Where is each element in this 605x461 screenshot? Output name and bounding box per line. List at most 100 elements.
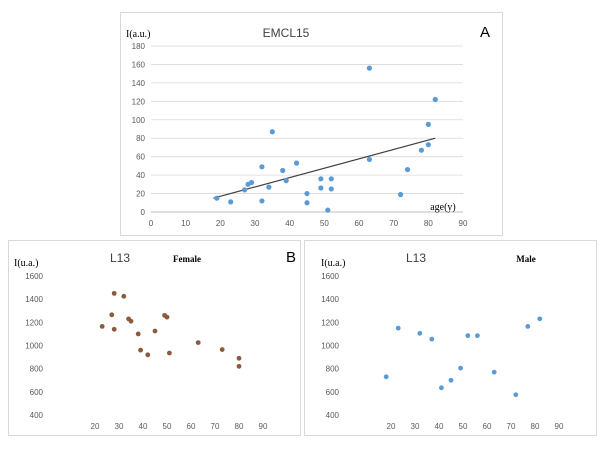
y-tick-label-a-6: 120 <box>132 97 146 106</box>
data-point-b-15 <box>219 347 225 352</box>
chart-subtitle-c: Male <box>516 254 536 264</box>
data-point-c-0 <box>383 374 389 380</box>
y-tick-label-c-2: 800 <box>326 365 340 374</box>
x-tick-label-c-1: 30 <box>411 422 420 431</box>
data-point-a-12 <box>304 190 310 197</box>
x-tick-label-a-4: 40 <box>285 219 294 228</box>
x-axis-label-a: age(y) <box>430 202 456 213</box>
data-point-a-5 <box>259 164 265 170</box>
y-tick-label-a-1: 20 <box>136 190 145 199</box>
y-tick-label-b-4: 1200 <box>25 318 43 327</box>
chart-panel-c: 400 600 800 1000 1200 1400 1600 20 30 40 50 60 70 80 9… <box>304 240 597 436</box>
data-point-a-24 <box>425 121 431 127</box>
data-point-a-26 <box>432 96 438 103</box>
data-point-c-8 <box>475 333 480 339</box>
data-point-c-10 <box>513 392 519 398</box>
chart-title-a: EMCL15 <box>263 26 310 40</box>
x-tick-label-b-7: 90 <box>259 422 268 431</box>
y-tick-label-b-0: 400 <box>30 411 44 420</box>
data-point-c-6 <box>458 365 463 371</box>
data-point-c-4 <box>439 385 444 391</box>
x-tick-label-c-3: 50 <box>459 422 468 431</box>
x-tick-label-b-2: 40 <box>139 422 148 431</box>
data-point-a-6 <box>259 198 265 204</box>
y-tick-label-a-8: 160 <box>132 60 146 69</box>
y-axis-label-b: I(u.a.) <box>14 258 38 269</box>
data-point-b-17 <box>236 363 242 369</box>
data-point-a-23 <box>418 147 424 153</box>
panel-letter-b: B <box>286 249 296 266</box>
x-tick-label-c-4: 60 <box>483 422 492 431</box>
data-point-a-2 <box>242 187 248 193</box>
data-point-b-14 <box>195 340 201 346</box>
data-point-a-20 <box>366 156 372 163</box>
data-point-a-10 <box>283 178 289 184</box>
x-tick-label-a-2: 20 <box>216 219 225 228</box>
data-point-b-3 <box>111 326 117 332</box>
data-point-b-2 <box>111 290 117 296</box>
y-tick-label-a-2: 40 <box>136 171 145 180</box>
x-tick-label-a-0: 0 <box>149 219 154 228</box>
chart-a-svg: 0 20 40 60 80 100 120 140 160 180 0 10 20 30 40 50 60 70 8… <box>126 24 490 228</box>
data-point-b-9 <box>145 352 151 358</box>
y-tick-label-a-9: 180 <box>132 42 146 51</box>
y-tick-label-b-3: 1000 <box>25 342 43 351</box>
data-point-a-15 <box>318 185 324 191</box>
y-tick-label-b-6: 1600 <box>25 272 43 281</box>
y-tick-label-a-5: 100 <box>132 116 146 125</box>
chart-panel-a: 0 20 40 60 80 100 120 140 160 180 0 10 20 30 40 50 60 70 8… <box>120 12 503 236</box>
data-point-c-1 <box>395 325 401 331</box>
data-point-a-14 <box>318 176 324 182</box>
y-tick-label-c-4: 1200 <box>321 318 339 327</box>
data-point-c-5 <box>448 377 454 383</box>
x-tick-label-b-5: 70 <box>211 422 220 431</box>
x-tick-label-a-7: 70 <box>389 219 398 228</box>
data-point-b-10 <box>152 328 158 334</box>
y-tick-label-a-0: 0 <box>141 208 146 217</box>
data-point-a-1 <box>228 199 234 205</box>
chart-panel-b: 400 600 800 1000 1200 1400 1600 20 30 40 50 60 70 80 9… <box>8 240 301 436</box>
y-tick-label-a-4: 80 <box>136 134 145 143</box>
data-point-c-9 <box>491 369 497 375</box>
data-point-c-11 <box>525 323 531 329</box>
trendline-a <box>213 137 436 199</box>
x-tick-label-a-3: 30 <box>251 219 260 228</box>
chart-subtitle-b: Female <box>173 254 201 264</box>
data-point-b-16 <box>236 355 242 361</box>
data-point-c-12 <box>537 316 543 322</box>
chart-title-b: L13 <box>110 251 130 265</box>
data-point-b-7 <box>135 331 141 337</box>
x-tick-label-b-4: 60 <box>187 422 196 431</box>
x-tick-label-c-7: 90 <box>555 422 564 431</box>
data-point-a-0 <box>214 195 220 201</box>
data-point-b-13 <box>167 350 172 356</box>
x-tick-label-c-5: 70 <box>507 422 516 431</box>
y-tick-label-b-1: 600 <box>30 388 44 397</box>
x-tick-label-c-0: 20 <box>387 422 396 431</box>
data-point-a-21 <box>398 191 404 198</box>
data-point-c-7 <box>465 333 471 339</box>
data-point-a-17 <box>328 176 334 182</box>
chart-c-svg: 400 600 800 1000 1200 1400 1600 20 30 40 50 60 70 80 9… <box>321 251 564 431</box>
x-tick-label-a-5: 50 <box>320 219 329 228</box>
y-tick-label-c-0: 400 <box>326 411 340 420</box>
data-point-a-19 <box>366 65 372 71</box>
x-tick-label-a-6: 60 <box>355 219 364 228</box>
data-point-b-4 <box>121 293 127 299</box>
y-tick-label-a-7: 140 <box>132 79 146 88</box>
y-tick-label-c-1: 600 <box>326 388 340 397</box>
data-point-b-0 <box>99 323 105 329</box>
x-tick-label-a-1: 10 <box>181 219 190 228</box>
x-tick-label-c-6: 80 <box>531 422 540 431</box>
data-point-a-18 <box>328 186 334 192</box>
data-point-b-12 <box>164 314 170 320</box>
x-tick-label-c-2: 40 <box>435 422 444 431</box>
panel-letter-a: A <box>480 24 490 41</box>
x-tick-label-a-9: 90 <box>459 219 468 228</box>
x-tick-label-b-6: 80 <box>235 422 244 431</box>
y-tick-label-c-5: 1400 <box>321 295 339 304</box>
data-point-a-25 <box>425 142 431 148</box>
data-point-a-22 <box>404 166 411 173</box>
y-axis-label-c: I(u.a.) <box>321 258 345 269</box>
data-point-c-2 <box>417 330 423 336</box>
